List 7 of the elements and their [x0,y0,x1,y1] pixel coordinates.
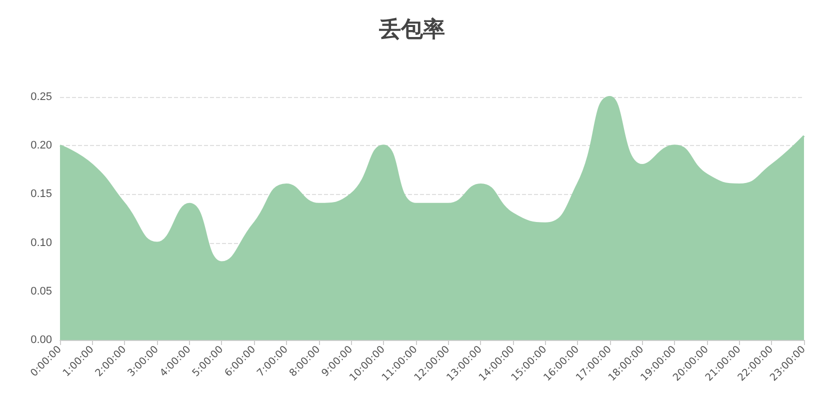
y-tick-label: 0.25 [30,91,52,103]
chart-title: 丢包率 [378,16,445,42]
y-tick-label: 0.20 [30,140,52,152]
y-tick-label: 0.05 [30,285,52,298]
y-tick-label: 0.15 [30,188,52,200]
y-tick-label: 0.10 [30,236,52,249]
y-tick-label: 0.00 [30,334,52,346]
